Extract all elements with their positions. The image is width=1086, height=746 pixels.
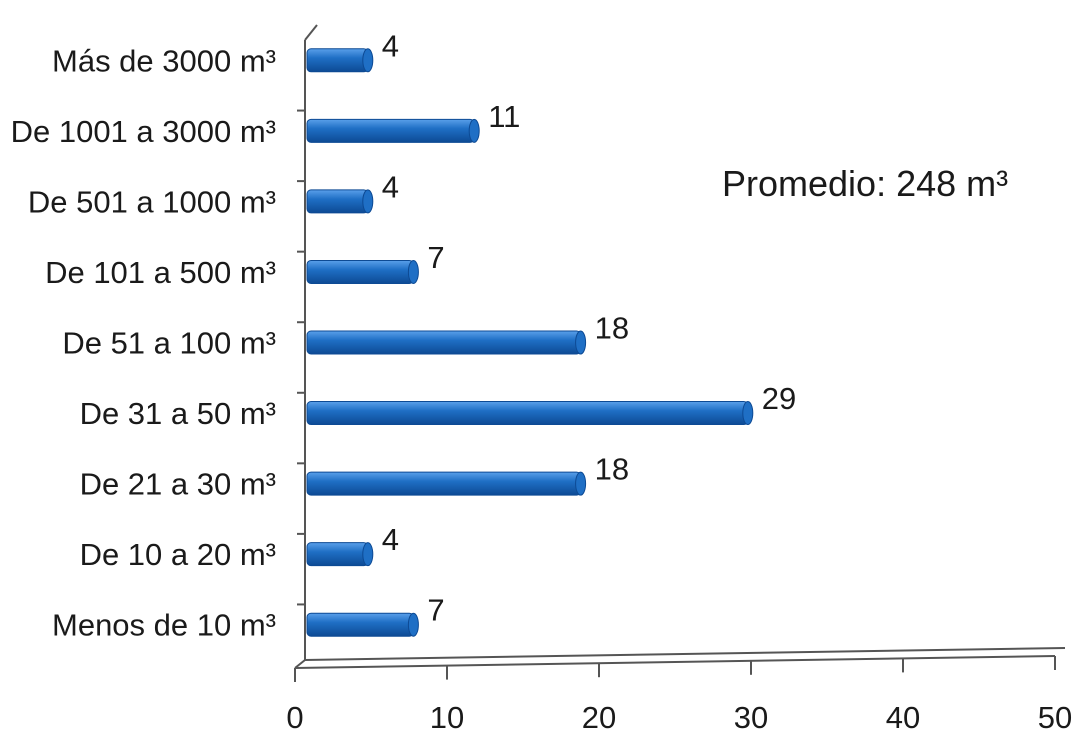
data-label: 29 (762, 381, 796, 416)
bar (306, 259, 414, 284)
x-axis-line (304, 647, 1066, 661)
data-label: 18 (595, 452, 629, 487)
category-label: De 21 a 30 m³ (80, 467, 276, 502)
labels: 0 10 20 30 40 50 Menos de 10 m³ 7 De 10 a 20 m³ 4… (11, 28, 1073, 735)
data-label: 11 (488, 99, 520, 134)
data-label: 7 (427, 593, 444, 628)
data-label: 7 (427, 240, 444, 275)
bar (306, 612, 414, 637)
category-label: Menos de 10 m³ (52, 608, 276, 643)
data-label: 4 (382, 169, 399, 204)
bar (306, 401, 749, 426)
bar-end-cap (407, 612, 419, 637)
axes (294, 24, 1066, 682)
x-tick-label: 30 (734, 700, 768, 735)
bar-end-cap (468, 118, 480, 143)
x-tick-label: 0 (286, 700, 303, 735)
bar (306, 189, 369, 214)
bar (306, 48, 369, 73)
bar-end-cap (575, 330, 587, 355)
category-label: De 501 a 1000 m³ (28, 184, 276, 219)
x-tick-label: 10 (430, 700, 464, 735)
data-label: 4 (382, 28, 399, 63)
bar (306, 330, 582, 355)
x-tick-label: 20 (582, 700, 616, 735)
bar-end-cap (362, 542, 374, 567)
bar-end-cap (407, 259, 419, 284)
bar (306, 542, 369, 567)
category-label: De 1001 a 3000 m³ (11, 114, 276, 149)
bar (306, 471, 582, 496)
average-annotation: Promedio: 248 m³ (722, 163, 1008, 204)
category-label: De 51 a 100 m³ (62, 326, 276, 361)
bar-end-cap (362, 189, 374, 214)
category-label: Más de 3000 m³ (52, 43, 276, 78)
bar (306, 118, 475, 143)
data-label: 4 (382, 522, 399, 557)
x-tick-label: 50 (1038, 700, 1072, 735)
bar-end-cap (362, 48, 374, 73)
data-label: 18 (595, 311, 629, 346)
bar-end-cap (742, 401, 754, 426)
bar-end-cap (575, 471, 587, 496)
y-axis-top-line (304, 24, 318, 41)
category-label: De 31 a 50 m³ (80, 396, 276, 431)
x-axis-front-line (294, 655, 1056, 669)
axis-corner-line (294, 659, 306, 669)
bars (306, 48, 754, 637)
category-label: De 10 a 20 m³ (80, 537, 276, 572)
category-label: De 101 a 500 m³ (45, 255, 276, 290)
x-tick-label: 40 (886, 700, 920, 735)
